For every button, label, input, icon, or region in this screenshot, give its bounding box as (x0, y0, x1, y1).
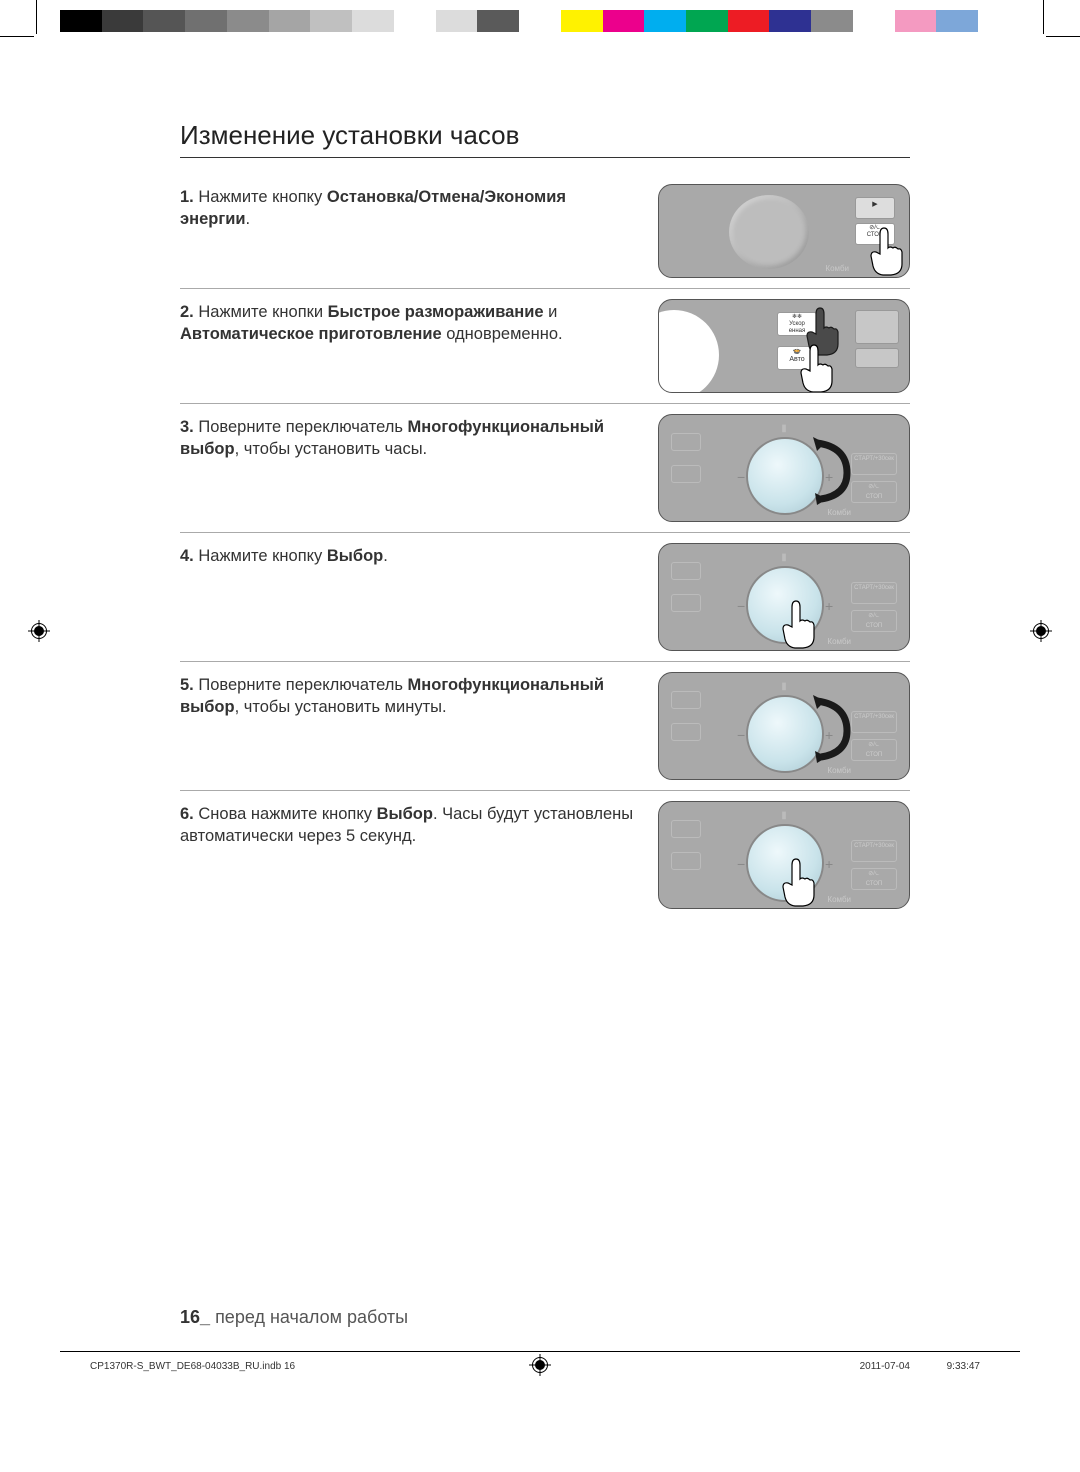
plus-label: + (825, 598, 833, 614)
registration-mark (1030, 620, 1052, 642)
control-panel-illustration: СТАРТ/+30сек ⊘/⏾СТОП ▮ − + Комби (658, 801, 910, 909)
combi-label: Комби (827, 637, 851, 646)
rotate-arrow-icon (807, 433, 853, 507)
pointer-hand-icon (777, 857, 819, 909)
stop-button-icon: ⊘/⏾СТОП (851, 868, 897, 890)
mode-icon (671, 465, 701, 483)
step-number: 2. (180, 303, 198, 321)
step-text: 1. Нажмите кнопку Остановка/Отмена/Эконо… (180, 184, 638, 278)
dial-icon (658, 310, 719, 393)
start-button-icon: ▶ (855, 197, 895, 219)
rotate-arrow-icon (807, 691, 853, 765)
registration-mark (529, 1354, 551, 1376)
instruction-step: 2. Нажмите кнопки Быстрое размораживание… (180, 289, 910, 404)
steps-list: 1. Нажмите кнопку Остановка/Отмена/Эконо… (180, 174, 910, 919)
minus-label: − (737, 598, 745, 614)
pointer-hand-icon (795, 343, 837, 393)
dial-icon (729, 195, 809, 269)
step-number: 1. (180, 188, 198, 206)
control-panel-illustration: СТАРТ/+30сек ⊘/⏾СТОП ▮ − + Комби (658, 414, 910, 522)
page-title: Изменение установки часов (180, 120, 910, 151)
mode-icon (671, 594, 701, 612)
mode-icon (671, 691, 701, 709)
indicator-icon: ▮ (781, 681, 787, 692)
stop-button-icon: ⊘/⏾СТОП (851, 610, 897, 632)
instruction-step: 4. Нажмите кнопку Выбор. СТАРТ/+30сек ⊘/… (180, 533, 910, 662)
keypad-icon (855, 310, 899, 344)
instruction-step: 5. Поверните переключатель Многофункцион… (180, 662, 910, 791)
pointer-hand-icon (777, 599, 819, 651)
indicator-icon: ▮ (781, 423, 787, 434)
stop-button-icon: ⊘/⏾СТОП (851, 481, 897, 503)
section-name: перед началом работы (215, 1307, 408, 1327)
start-button-icon: СТАРТ/+30сек (851, 582, 897, 604)
start-button-icon: СТАРТ/+30сек (851, 711, 897, 733)
control-panel-illustration: ❄❄Ускоренная 🍲Авто (658, 299, 910, 393)
minus-label: − (737, 727, 745, 743)
meta-file: CP1370R-S_BWT_DE68-04033B_RU.indb 16 (90, 1361, 295, 1372)
step-number: 3. (180, 418, 198, 436)
instruction-step: 3. Поверните переключатель Многофункцион… (180, 404, 910, 533)
crop-mark (0, 36, 34, 37)
instruction-step: 1. Нажмите кнопку Остановка/Отмена/Эконо… (180, 174, 910, 289)
control-panel-illustration: СТАРТ/+30сек ⊘/⏾СТОП ▮ − + Комби (658, 672, 910, 780)
minus-label: − (737, 856, 745, 872)
crop-mark (36, 0, 37, 34)
mode-icon (671, 852, 701, 870)
step-text: 5. Поверните переключатель Многофункцион… (180, 672, 638, 780)
start-button-icon: СТАРТ/+30сек (851, 453, 897, 475)
indicator-icon: ▮ (781, 810, 787, 821)
start-button-icon: СТАРТ/+30сек (851, 840, 897, 862)
mode-icon (671, 723, 701, 741)
indicator-icon: ▮ (781, 552, 787, 563)
crop-mark (1043, 0, 1044, 34)
step-number: 5. (180, 676, 198, 694)
step-number: 6. (180, 805, 198, 823)
minus-label: − (737, 469, 745, 485)
stop-button-icon: ⊘/⏾СТОП (851, 739, 897, 761)
mode-icon (671, 433, 701, 451)
registration-mark (28, 620, 50, 642)
page-number: 16_ (180, 1307, 210, 1327)
instruction-step: 6. Снова нажмите кнопку Выбор. Часы буду… (180, 791, 910, 919)
pointer-hand-icon (865, 226, 907, 278)
step-number: 4. (180, 547, 198, 565)
footer-rule (60, 1351, 1020, 1352)
content-area: Изменение установки часов 1. Нажмите кно… (180, 120, 910, 919)
page-footer: 16_ перед началом работы (180, 1307, 408, 1328)
print-color-bar (60, 10, 1020, 32)
step-text: 2. Нажмите кнопки Быстрое размораживание… (180, 299, 638, 393)
plus-label: + (825, 856, 833, 872)
step-text: 3. Поверните переключатель Многофункцион… (180, 414, 638, 522)
step-text: 6. Снова нажмите кнопку Выбор. Часы буду… (180, 801, 638, 909)
mode-icon (671, 820, 701, 838)
title-rule (180, 157, 910, 158)
keypad-icon (855, 348, 899, 368)
control-panel-illustration: ▶ ⊘/⏾СТОП Комби (658, 184, 910, 278)
mode-icon (671, 562, 701, 580)
meta-time: 9:33:47 (947, 1361, 980, 1372)
control-panel-illustration: СТАРТ/+30сек ⊘/⏾СТОП ▮ − + Комби (658, 543, 910, 651)
combi-label: Комби (827, 895, 851, 904)
step-text: 4. Нажмите кнопку Выбор. (180, 543, 638, 651)
crop-mark (1046, 36, 1080, 37)
meta-date: 2011-07-04 (860, 1361, 910, 1372)
page: Изменение установки часов 1. Нажмите кно… (0, 0, 1080, 1472)
combi-label: Комби (825, 264, 849, 273)
